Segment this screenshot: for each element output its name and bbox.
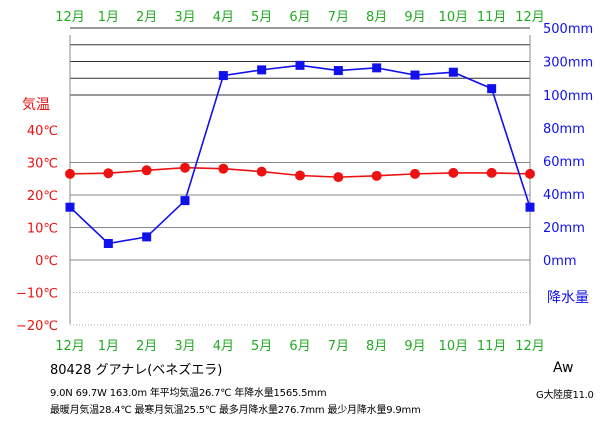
left-tick-label: 30℃ xyxy=(27,157,58,172)
temperature-point xyxy=(486,167,497,178)
month-label-bottom: 7月 xyxy=(328,339,349,354)
precipitation-line xyxy=(69,64,531,245)
left-tick-label: 40℃ xyxy=(27,124,58,139)
month-label-bottom: 12月 xyxy=(55,339,85,354)
right-tick-label: 20mm xyxy=(543,221,585,236)
precipitation-point xyxy=(257,65,267,75)
month-label-top: 10月 xyxy=(439,10,469,25)
precipitation-point xyxy=(295,60,305,70)
left-tick-label: 0℃ xyxy=(35,254,58,269)
month-label-top: 12月 xyxy=(55,10,85,25)
precipitation-point xyxy=(410,70,420,80)
precipitation-point xyxy=(372,63,382,73)
climate-class: Aw xyxy=(553,360,574,376)
month-label-bottom: 6月 xyxy=(289,339,310,354)
left-tick-label: −20℃ xyxy=(16,319,58,334)
temperature-point xyxy=(103,168,114,179)
left-tick-label: 20℃ xyxy=(27,189,58,204)
temperature-point xyxy=(525,168,535,179)
month-label-top: 7月 xyxy=(328,10,349,25)
precipitation-point xyxy=(333,66,343,76)
month-label-bottom: 1月 xyxy=(98,339,119,354)
month-label-bottom: 11月 xyxy=(477,339,507,354)
precipitation-series xyxy=(65,60,535,248)
temperature-point xyxy=(141,165,152,176)
right-tick-label: 80mm xyxy=(543,122,585,137)
month-label-top: 2月 xyxy=(136,10,157,25)
temperature-point xyxy=(65,168,75,179)
left-axis-title: 気温 xyxy=(22,97,50,113)
month-label-bottom: 5月 xyxy=(251,339,272,354)
station-extremes-summary: 最暖月気温28.4℃ 最寒月気温25.5℃ 最多月降水量276.7mm 最少月降… xyxy=(50,405,421,416)
month-label-top: 1月 xyxy=(98,10,119,25)
temperature-point xyxy=(333,172,344,183)
precipitation-point xyxy=(180,196,190,206)
month-label-bottom: 10月 xyxy=(439,339,469,354)
month-label-bottom: 8月 xyxy=(366,339,387,354)
month-label-top: 4月 xyxy=(213,10,234,25)
precipitation-point xyxy=(65,202,75,212)
month-label-top: 11月 xyxy=(477,10,507,25)
precipitation-point xyxy=(448,67,458,77)
month-label-bottom: 4月 xyxy=(213,339,234,354)
temperature-point xyxy=(180,162,190,173)
month-label-top: 12月 xyxy=(515,10,545,25)
precipitation-point xyxy=(103,239,113,248)
precipitation-point xyxy=(487,84,497,94)
precipitation-point xyxy=(218,71,228,81)
right-tick-label: 300mm xyxy=(543,56,593,71)
month-label-bottom: 9月 xyxy=(404,339,425,354)
month-label-top: 3月 xyxy=(174,10,195,25)
month-label-bottom: 2月 xyxy=(136,339,157,354)
month-label-bottom: 3月 xyxy=(174,339,195,354)
continentality-index: G大陸度11.0 xyxy=(536,390,594,401)
right-tick-label: 500mm xyxy=(543,22,593,37)
left-tick-label: −10℃ xyxy=(16,287,58,302)
right-tick-label: 40mm xyxy=(543,188,585,203)
grid xyxy=(70,27,530,326)
right-tick-label: 100mm xyxy=(543,89,593,104)
temperature-point xyxy=(218,163,229,174)
month-label-top: 6月 xyxy=(289,10,310,25)
temperature-point xyxy=(256,166,267,177)
precipitation-point xyxy=(525,202,535,212)
temperature-point xyxy=(295,170,305,181)
temperature-series xyxy=(65,162,535,183)
left-tick-label: 10℃ xyxy=(27,222,58,237)
precipitation-point xyxy=(142,232,152,242)
month-label-bottom: 12月 xyxy=(515,339,545,354)
temperature-point xyxy=(410,168,420,179)
station-location-summary: 9.0N 69.7W 163.0m 年平均気温26.7℃ 年降水量1565.5m… xyxy=(50,388,327,399)
station-title: 80428 グアナレ(ベネズエラ) xyxy=(50,363,223,378)
right-axis-title: 降水量 xyxy=(547,290,589,306)
right-tick-label: 60mm xyxy=(543,155,585,170)
right-tick-label: 0mm xyxy=(543,254,577,269)
month-label-top: 8月 xyxy=(366,10,387,25)
temperature-point xyxy=(448,167,459,178)
axes: 12月 12月 1月 1月 2月 2月 3月 3月 4月 4月 5月 5月 6月 6月 7月 7月 8月 8月 9月… xyxy=(16,10,593,354)
month-label-top: 9月 xyxy=(404,10,425,25)
month-label-top: 5月 xyxy=(251,10,272,25)
temperature-point xyxy=(371,170,382,181)
